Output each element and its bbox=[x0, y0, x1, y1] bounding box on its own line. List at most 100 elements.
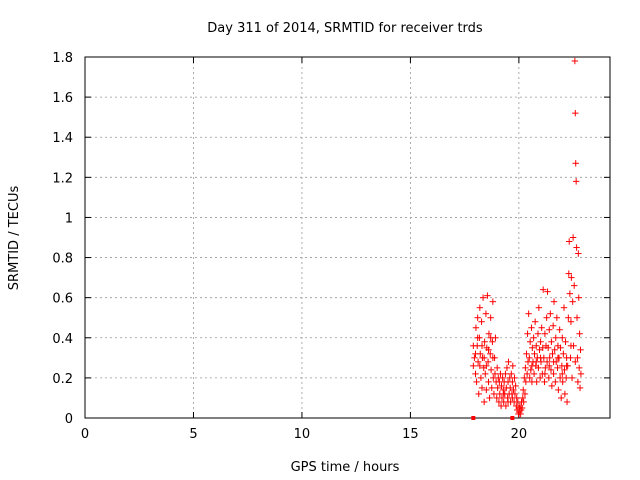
data-point bbox=[519, 394, 526, 402]
data-point bbox=[489, 298, 497, 305]
data-point bbox=[565, 270, 572, 277]
data-point bbox=[560, 350, 567, 358]
data-point bbox=[499, 374, 506, 382]
data-point bbox=[551, 346, 558, 354]
data-point bbox=[487, 314, 494, 321]
data-point bbox=[474, 314, 481, 321]
data-point bbox=[483, 362, 490, 370]
data-point bbox=[556, 326, 563, 333]
data-point bbox=[559, 370, 566, 378]
zero-marker bbox=[471, 416, 476, 420]
data-point bbox=[509, 394, 516, 402]
data-point bbox=[574, 378, 582, 386]
data-point bbox=[537, 338, 544, 345]
data-point bbox=[510, 386, 517, 394]
data-point bbox=[549, 322, 557, 329]
data-point bbox=[478, 318, 485, 325]
data-point bbox=[502, 402, 510, 410]
data-point bbox=[500, 390, 507, 398]
x-tick-labels: 0 5 10 15 20 bbox=[81, 427, 527, 442]
data-point bbox=[573, 244, 580, 251]
data-point bbox=[474, 358, 482, 366]
data-point bbox=[562, 374, 570, 382]
y-tick-label: 0.2 bbox=[52, 372, 73, 387]
data-point bbox=[543, 358, 551, 366]
data-point bbox=[575, 364, 583, 372]
data-point bbox=[527, 366, 535, 374]
data-point bbox=[524, 330, 531, 337]
data-point bbox=[490, 390, 498, 398]
data-point bbox=[543, 314, 550, 321]
data-point bbox=[550, 370, 557, 378]
data-point bbox=[472, 350, 479, 358]
data-point bbox=[509, 378, 516, 386]
data-point bbox=[575, 250, 582, 257]
data-point bbox=[542, 364, 549, 372]
data-point bbox=[557, 344, 564, 352]
data-point bbox=[472, 370, 479, 378]
data-point bbox=[473, 378, 480, 386]
data-point bbox=[494, 384, 501, 392]
data-point bbox=[546, 354, 553, 362]
y-tick-labels: 0 0.2 0.4 0.6 0.8 1 1.2 1.4 1.6 1.8 bbox=[52, 51, 73, 427]
data-point bbox=[555, 386, 562, 394]
data-point bbox=[567, 342, 575, 349]
data-point bbox=[575, 294, 582, 301]
data-point bbox=[546, 362, 553, 370]
data-point bbox=[489, 354, 497, 362]
data-point bbox=[577, 370, 585, 378]
data-point bbox=[511, 390, 519, 398]
data-point bbox=[567, 318, 575, 325]
data-point bbox=[509, 362, 517, 370]
data-point bbox=[554, 364, 561, 372]
data-point bbox=[550, 298, 558, 305]
data-point bbox=[538, 324, 545, 331]
data-point bbox=[525, 310, 532, 317]
data-point bbox=[541, 330, 549, 337]
data-point bbox=[533, 358, 540, 366]
data-point bbox=[569, 234, 577, 241]
data-point bbox=[556, 374, 564, 382]
data-point bbox=[485, 378, 492, 386]
data-point bbox=[574, 354, 581, 362]
data-point bbox=[541, 378, 548, 386]
data-point bbox=[489, 338, 496, 345]
x-tick-label: 15 bbox=[402, 427, 419, 442]
plot-area-frame bbox=[84, 56, 611, 419]
data-point bbox=[507, 384, 514, 392]
data-point bbox=[573, 314, 581, 321]
data-point bbox=[491, 370, 499, 378]
data-point bbox=[535, 304, 543, 311]
data-point bbox=[521, 390, 529, 398]
data-point bbox=[493, 364, 501, 372]
data-point bbox=[520, 386, 527, 394]
data-point bbox=[522, 364, 529, 372]
data-point bbox=[505, 358, 512, 366]
data-point bbox=[544, 288, 551, 295]
data-point bbox=[511, 374, 518, 382]
data-point bbox=[534, 330, 542, 337]
data-point bbox=[548, 382, 556, 390]
data-point bbox=[484, 292, 491, 299]
data-point bbox=[559, 378, 566, 386]
data-point bbox=[471, 354, 478, 362]
data-point bbox=[504, 398, 512, 406]
data-point bbox=[482, 310, 490, 317]
y-axis-label: SRMTID / TECUs bbox=[7, 186, 22, 291]
data-point bbox=[561, 390, 569, 398]
data-point bbox=[572, 178, 580, 185]
data-point bbox=[478, 342, 486, 349]
data-point bbox=[571, 282, 578, 289]
data-point bbox=[533, 342, 540, 349]
data-point bbox=[518, 404, 526, 412]
data-point bbox=[498, 394, 506, 402]
data-point bbox=[476, 304, 484, 311]
chart-title: Day 311 of 2014, SRMTID for receiver trd… bbox=[207, 21, 483, 36]
data-point bbox=[536, 374, 544, 382]
data-point bbox=[569, 298, 576, 305]
data-point bbox=[503, 364, 511, 372]
data-point bbox=[572, 160, 579, 167]
y-tick-label: 0.4 bbox=[52, 332, 73, 347]
data-point bbox=[576, 384, 584, 392]
data-point bbox=[475, 390, 482, 398]
